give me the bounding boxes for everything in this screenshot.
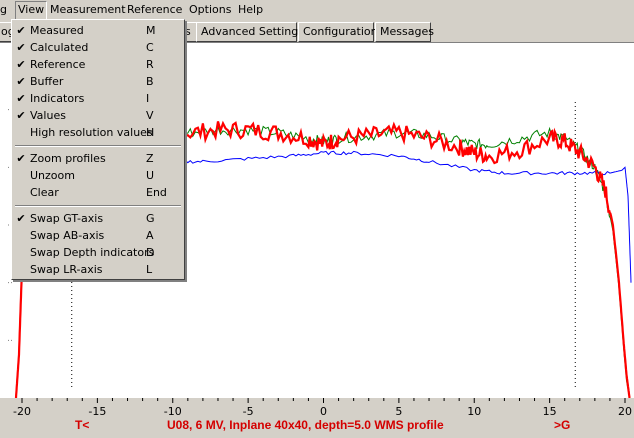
- menu-item-shortcut: M: [146, 24, 156, 37]
- menu-separator: [15, 145, 181, 147]
- menu-item-shortcut: R: [146, 58, 154, 71]
- menu-item-label: Measured: [30, 24, 84, 37]
- menu-item-shortcut: D: [146, 246, 155, 259]
- menu-item-shortcut: L: [146, 263, 153, 276]
- menu-item-label: Zoom profiles: [30, 152, 106, 165]
- x-tick-label: 20: [618, 405, 632, 418]
- checkmark-icon: ✔: [16, 152, 26, 165]
- view-menu-item-values[interactable]: ✔ Values V: [12, 107, 184, 124]
- menu-item-label: Indicators: [30, 92, 85, 105]
- view-menu-item-measured[interactable]: ✔ Measured M: [12, 22, 184, 39]
- tab-configuration[interactable]: Configuration: [298, 22, 378, 42]
- checkmark-icon: ✔: [16, 24, 26, 37]
- menu-item-shortcut: I: [146, 92, 150, 105]
- menu-item-shortcut: H: [146, 126, 155, 139]
- menu-item-shortcut: A: [146, 229, 154, 242]
- menu-item-label: Clear: [30, 186, 59, 199]
- menu-item-shortcut: V: [146, 109, 154, 122]
- menu-item-label: Buffer: [30, 75, 64, 88]
- x-tick-label: 0: [320, 405, 327, 418]
- checkmark-icon: ✔: [16, 75, 26, 88]
- x-tick-label: 15: [542, 405, 557, 418]
- view-menu-item-clear[interactable]: Clear End: [12, 184, 184, 201]
- menu-item-shortcut: B: [146, 75, 154, 88]
- menu-item-label: High resolution values: [30, 126, 153, 139]
- menu-item-shortcut: G: [146, 212, 155, 225]
- view-menu-item-buffer[interactable]: ✔ Buffer B: [12, 73, 184, 90]
- x-tick-label: -10: [163, 405, 182, 418]
- menu-item-label: Swap LR-axis: [30, 263, 103, 276]
- menu-item-label: Values: [30, 109, 66, 122]
- x-tick-label: 10: [467, 405, 482, 418]
- view-menu-item-swap-gt-axis[interactable]: ✔ Swap GT-axis G: [12, 210, 184, 227]
- right-marker-label: >G: [554, 418, 571, 432]
- view-menu-dropdown: ✔ Measured M ✔ Calculated C ✔ Reference R ✔ Buffer…: [11, 19, 185, 280]
- view-menu-item-unzoom[interactable]: Unzoom U: [12, 167, 184, 184]
- left-marker-label: T<: [75, 418, 90, 432]
- menu-item-shortcut: Z: [146, 152, 154, 165]
- view-menu-item-swap-ab-axis[interactable]: Swap AB-axis A: [12, 227, 184, 244]
- view-menu-item-high-resolution-values[interactable]: High resolution values H: [12, 124, 184, 141]
- x-tick-label: -20: [13, 405, 31, 418]
- checkmark-icon: ✔: [16, 212, 26, 225]
- checkmark-icon: ✔: [16, 92, 26, 105]
- x-tick-label: -5: [242, 405, 254, 418]
- view-menu-item-swap-depth-indicators[interactable]: Swap Depth indicators D: [12, 244, 184, 261]
- x-tick-label: 5: [395, 405, 403, 418]
- menu-item-label: Calculated: [30, 41, 89, 54]
- checkmark-icon: ✔: [16, 58, 26, 71]
- x-tick-label: -15: [88, 405, 107, 418]
- menu-item-shortcut: U: [146, 169, 155, 182]
- menu-bar: g View Measurement Reference Options Hel…: [0, 0, 634, 20]
- checkmark-icon: ✔: [16, 41, 26, 54]
- menu-item-label: Swap AB-axis: [30, 229, 105, 242]
- menu-item-label: Reference: [30, 58, 86, 71]
- view-menu-item-reference[interactable]: ✔ Reference R: [12, 56, 184, 73]
- menu-item-label: Swap GT-axis: [30, 212, 104, 225]
- tab-messages[interactable]: Messages: [375, 22, 434, 42]
- menu-item-shortcut: C: [146, 41, 154, 54]
- menu-options[interactable]: Options: [189, 3, 232, 16]
- view-menu-item-indicators[interactable]: ✔ Indicators I: [12, 90, 184, 107]
- menu-reference[interactable]: Reference: [127, 3, 183, 16]
- menu-view[interactable]: View: [15, 1, 48, 20]
- menu-item-shortcut: End: [146, 186, 167, 199]
- menu-item-label: Swap Depth indicators: [30, 246, 155, 259]
- menu-help[interactable]: Help: [238, 3, 264, 16]
- tab-advanced-settings[interactable]: Advanced Settings: [196, 22, 304, 42]
- chart-caption: U08, 6 MV, Inplane 40x40, depth=5.0 WMS …: [167, 418, 444, 432]
- x-axis-strip: [0, 398, 634, 438]
- menu-separator: [15, 205, 181, 207]
- view-menu-item-swap-lr-axis[interactable]: Swap LR-axis L: [12, 261, 184, 278]
- menu-item-label: Unzoom: [30, 169, 75, 182]
- view-menu-item-zoom-profiles[interactable]: ✔ Zoom profiles Z: [12, 150, 184, 167]
- checkmark-icon: ✔: [16, 109, 26, 122]
- menu-file-partial[interactable]: g: [0, 3, 7, 16]
- menu-measurement[interactable]: Measurement: [50, 3, 126, 16]
- view-menu-item-calculated[interactable]: ✔ Calculated C: [12, 39, 184, 56]
